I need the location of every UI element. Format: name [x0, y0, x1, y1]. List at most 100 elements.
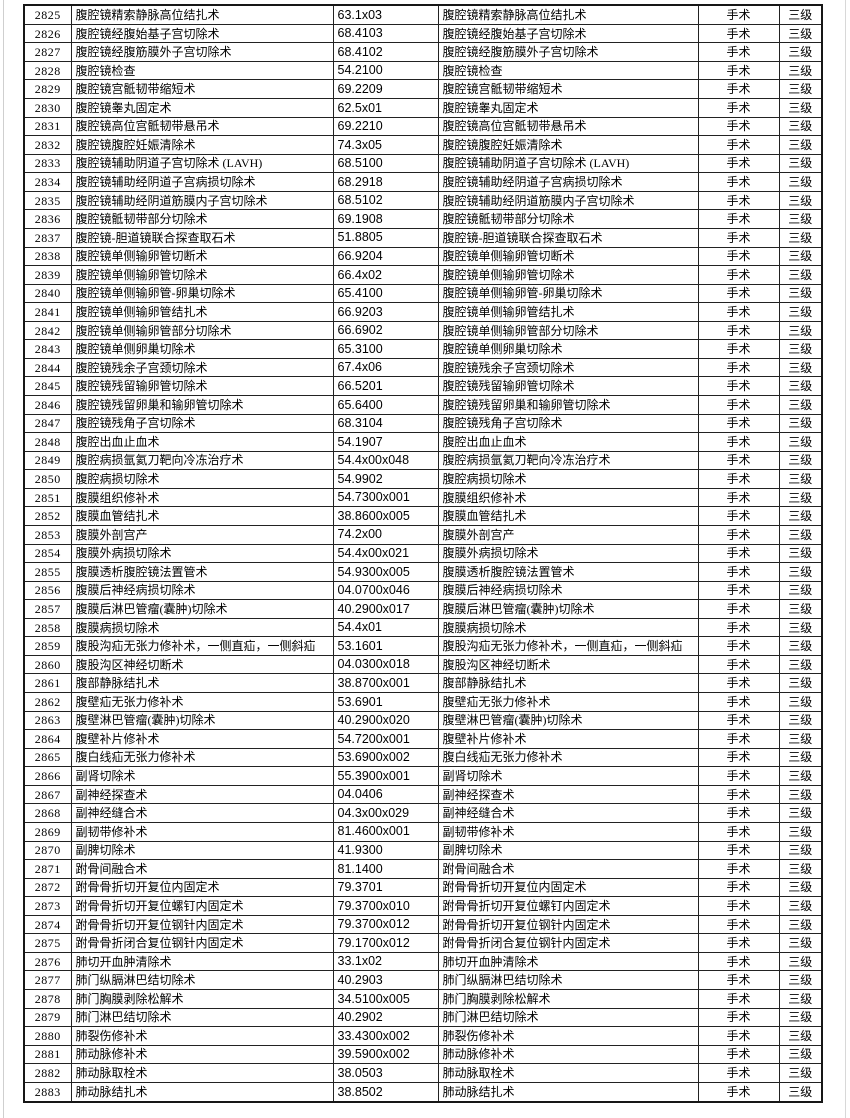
- procedure-code-cell: 63.1x03: [332, 4, 439, 25]
- procedure-code-cell: 79.1700x012: [332, 933, 439, 953]
- procedure-table: 2825 腹腔镜精索静脉高位结扎术 63.1x03 腹腔镜精索静脉高位结扎术 手术 三级 2…: [23, 4, 823, 1103]
- procedure-name-repeat-cell: 腹腔病损切除术: [437, 469, 699, 489]
- row-number-cell: 2855: [23, 562, 72, 582]
- table-row: 2834 腹腔镜辅助经阴道子宫病损切除术 68.2918 腹腔镜辅助经阴道子宫病损切除…: [23, 172, 823, 192]
- procedure-code-cell: 66.9204: [332, 246, 439, 267]
- table-row: 2850 腹腔病损切除术 54.9902 腹腔病损切除术 手术 三级: [23, 469, 823, 489]
- procedure-code-cell: 81.1400: [332, 859, 439, 879]
- procedure-code-cell: 69.2209: [332, 79, 439, 99]
- row-number-cell: 2873: [23, 896, 72, 916]
- category-cell: 手术: [697, 357, 780, 378]
- row-number-cell: 2870: [23, 840, 72, 861]
- procedure-name-cell: 腹膜血管结扎术: [70, 506, 334, 526]
- category-cell: 手术: [697, 283, 780, 304]
- table-row: 2876 肺切开血肿清除术 33.1x02 肺切开血肿清除术 手术 三级: [23, 951, 823, 972]
- table-row: 2826 腹腔镜经腹始基子宫切除术 68.4103 腹腔镜经腹始基子宫切除术 手术 三级: [23, 23, 823, 44]
- level-cell: 三级: [778, 172, 823, 192]
- level-cell: 三级: [778, 153, 823, 174]
- procedure-name-cell: 跗骨骨折切开复位螺钉内固定术: [70, 896, 334, 916]
- procedure-code-cell: 67.4x06: [332, 357, 439, 378]
- row-number-cell: 2869: [23, 821, 72, 842]
- level-cell: 三级: [778, 506, 823, 526]
- table-row: 2878 肺门胸膜剥除松解术 34.5100x005 肺门胸膜剥除松解术 手术 三级: [23, 989, 823, 1009]
- level-cell: 三级: [778, 395, 823, 415]
- level-cell: 三级: [778, 190, 823, 211]
- procedure-name-cell: 腹膜病损切除术: [70, 617, 334, 638]
- procedure-name-cell: 副神经探查术: [70, 784, 334, 805]
- procedure-name-repeat-cell: 肺门胸膜剥除松解术: [437, 989, 699, 1009]
- procedure-code-cell: 54.4x00x048: [332, 450, 439, 471]
- procedure-name-repeat-cell: 腹膜外病损切除术: [437, 543, 699, 564]
- level-cell: 三级: [778, 209, 823, 229]
- procedure-code-cell: 79.3701: [332, 877, 439, 898]
- level-cell: 三级: [778, 524, 823, 545]
- row-number-cell: 2849: [23, 450, 72, 471]
- procedure-code-cell: 62.5x01: [332, 98, 439, 118]
- table-row: 2845 腹腔镜残留输卵管切除术 66.5201 腹腔镜残留输卵管切除术 手术 三级: [23, 376, 823, 396]
- procedure-name-cell: 肺裂伤修补术: [70, 1026, 334, 1046]
- procedure-name-repeat-cell: 腹腔镜辅助阴道子宫切除术 (LAVH): [437, 153, 699, 174]
- procedure-code-cell: 81.4600x001: [332, 821, 439, 842]
- procedure-code-cell: 54.4x00x021: [332, 543, 439, 564]
- procedure-name-cell: 跗骨骨折闭合复位钢针内固定术: [70, 933, 334, 953]
- procedure-name-repeat-cell: 腹腔镜宫骶韧带缩短术: [437, 79, 699, 99]
- level-cell: 三级: [778, 1026, 823, 1046]
- procedure-name-cell: 副肾切除术: [70, 766, 334, 786]
- table-row: 2861 腹部静脉结扎术 38.8700x001 腹部静脉结扎术 手术 三级: [23, 673, 823, 693]
- procedure-name-repeat-cell: 腹股沟区神经切断术: [437, 654, 699, 675]
- category-cell: 手术: [697, 413, 780, 434]
- row-number-cell: 2850: [23, 469, 72, 489]
- table-row: 2853 腹膜外剖宫产 74.2x00 腹膜外剖宫产 手术 三级: [23, 524, 823, 545]
- table-row: 2827 腹腔镜经腹筋膜外子宫切除术 68.4102 腹腔镜经腹筋膜外子宫切除术 手术三…: [23, 42, 823, 62]
- procedure-name-cell: 腹腔镜腹腔妊娠清除术: [70, 135, 334, 155]
- level-cell: 三级: [778, 376, 823, 396]
- row-number-cell: 2859: [23, 636, 72, 656]
- procedure-code-cell: 04.3x00x029: [332, 803, 439, 823]
- category-cell: 手术: [697, 1081, 780, 1103]
- row-number-cell: 2829: [23, 79, 72, 99]
- procedure-name-cell: 腹腔镜单侧卵巢切除术: [70, 339, 334, 359]
- procedure-name-repeat-cell: 肺切开血肿清除术: [437, 951, 699, 972]
- level-cell: 三级: [778, 710, 823, 731]
- procedure-name-repeat-cell: 副脾切除术: [437, 840, 699, 861]
- category-cell: 手术: [697, 487, 780, 508]
- procedure-name-cell: 腹腔镜残留输卵管切除术: [70, 376, 334, 396]
- procedure-code-cell: 66.6902: [332, 320, 439, 341]
- table-row: 2843 腹腔镜单侧卵巢切除术 65.3100 腹腔镜单侧卵巢切除术 手术 三级: [23, 339, 823, 359]
- procedure-name-repeat-cell: 肺动脉修补术: [437, 1044, 699, 1065]
- category-cell: 手术: [697, 766, 780, 786]
- row-number-cell: 2868: [23, 803, 72, 823]
- category-cell: 手术: [697, 23, 780, 44]
- table-row: 2838 腹腔镜单侧输卵管切断术 66.9204 腹腔镜单侧输卵管切断术 手术 三级: [23, 246, 823, 267]
- table-row: 2868 副神经缝合术 04.3x00x029 副神经缝合术 手术 三级: [23, 803, 823, 823]
- procedure-code-cell: 53.6901: [332, 692, 439, 712]
- table-row: 2856 腹膜后神经病损切除术 04.0700x046 腹膜后神经病损切除术 手术 三级: [23, 580, 823, 601]
- category-cell: 手术: [697, 710, 780, 731]
- page-edge-line-left: [3, 0, 4, 1118]
- level-cell: 三级: [778, 1063, 823, 1083]
- table-row: 2860 腹股沟区神经切断术 04.0300x018 腹股沟区神经切断术 手术 三级: [23, 654, 823, 675]
- level-cell: 三级: [778, 357, 823, 378]
- row-number-cell: 2831: [23, 116, 72, 137]
- procedure-code-cell: 68.3104: [332, 413, 439, 434]
- table-row: 2863 腹壁淋巴管瘤(囊肿)切除术 40.2900x020 腹壁淋巴管瘤(囊肿)切除…: [23, 710, 823, 731]
- category-cell: 手术: [697, 617, 780, 638]
- table-row: 2841 腹腔镜单侧输卵管结扎术 66.9203 腹腔镜单侧输卵管结扎术 手术 三级: [23, 302, 823, 322]
- category-cell: 手术: [697, 320, 780, 341]
- procedure-name-cell: 肺门纵膈淋巴结切除术: [70, 970, 334, 990]
- category-cell: 手术: [697, 265, 780, 285]
- level-cell: 三级: [778, 469, 823, 489]
- category-cell: 手术: [697, 562, 780, 582]
- procedure-name-repeat-cell: 腹腔镜单侧输卵管-卵巢切除术: [437, 283, 699, 304]
- procedure-name-cell: 腹腔镜单侧输卵管切除术: [70, 265, 334, 285]
- category-cell: 手术: [697, 227, 780, 248]
- procedure-name-cell: 腹腔镜辅助经阴道筋膜内子宫切除术: [70, 190, 334, 211]
- procedure-name-cell: 跗骨骨折切开复位钢针内固定术: [70, 914, 334, 935]
- table-row: 2839 腹腔镜单侧输卵管切除术 66.4x02 腹腔镜单侧输卵管切除术 手术 三级: [23, 265, 823, 285]
- procedure-name-repeat-cell: 腹腔镜残角子宫切除术: [437, 413, 699, 434]
- procedure-name-repeat-cell: 腹腔镜-胆道镜联合探查取石术: [437, 227, 699, 248]
- level-cell: 三级: [778, 265, 823, 285]
- level-cell: 三级: [778, 4, 823, 25]
